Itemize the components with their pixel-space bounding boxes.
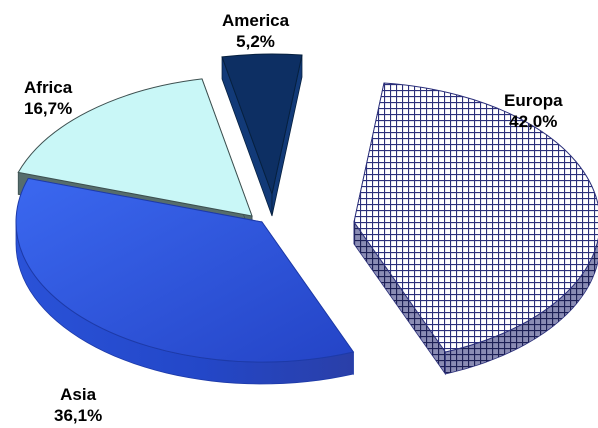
label-africa: Africa 16,7% [24, 77, 72, 119]
slice-africa-top [17, 78, 253, 217]
slice-asia [15, 177, 355, 385]
slice-america-top [221, 53, 303, 196]
slice-europa [353, 82, 598, 376]
slice-label-asia: Asia [60, 385, 97, 404]
slice-value-europa: 42,0% [509, 112, 558, 131]
label-europa: Europa 42,0% [504, 90, 563, 132]
slice-asia-top [15, 177, 355, 363]
slice-america [221, 53, 303, 217]
slice-label-america: America [222, 11, 290, 30]
slice-value-africa: 16,7% [24, 99, 73, 118]
slice-label-europa: Europa [504, 91, 563, 110]
label-asia: Asia 36,1% [54, 384, 102, 426]
label-america: America 5,2% [222, 10, 289, 52]
slice-value-asia: 36,1% [54, 406, 103, 425]
slice-label-africa: Africa [24, 78, 73, 97]
slice-value-america: 5,2% [236, 32, 275, 51]
